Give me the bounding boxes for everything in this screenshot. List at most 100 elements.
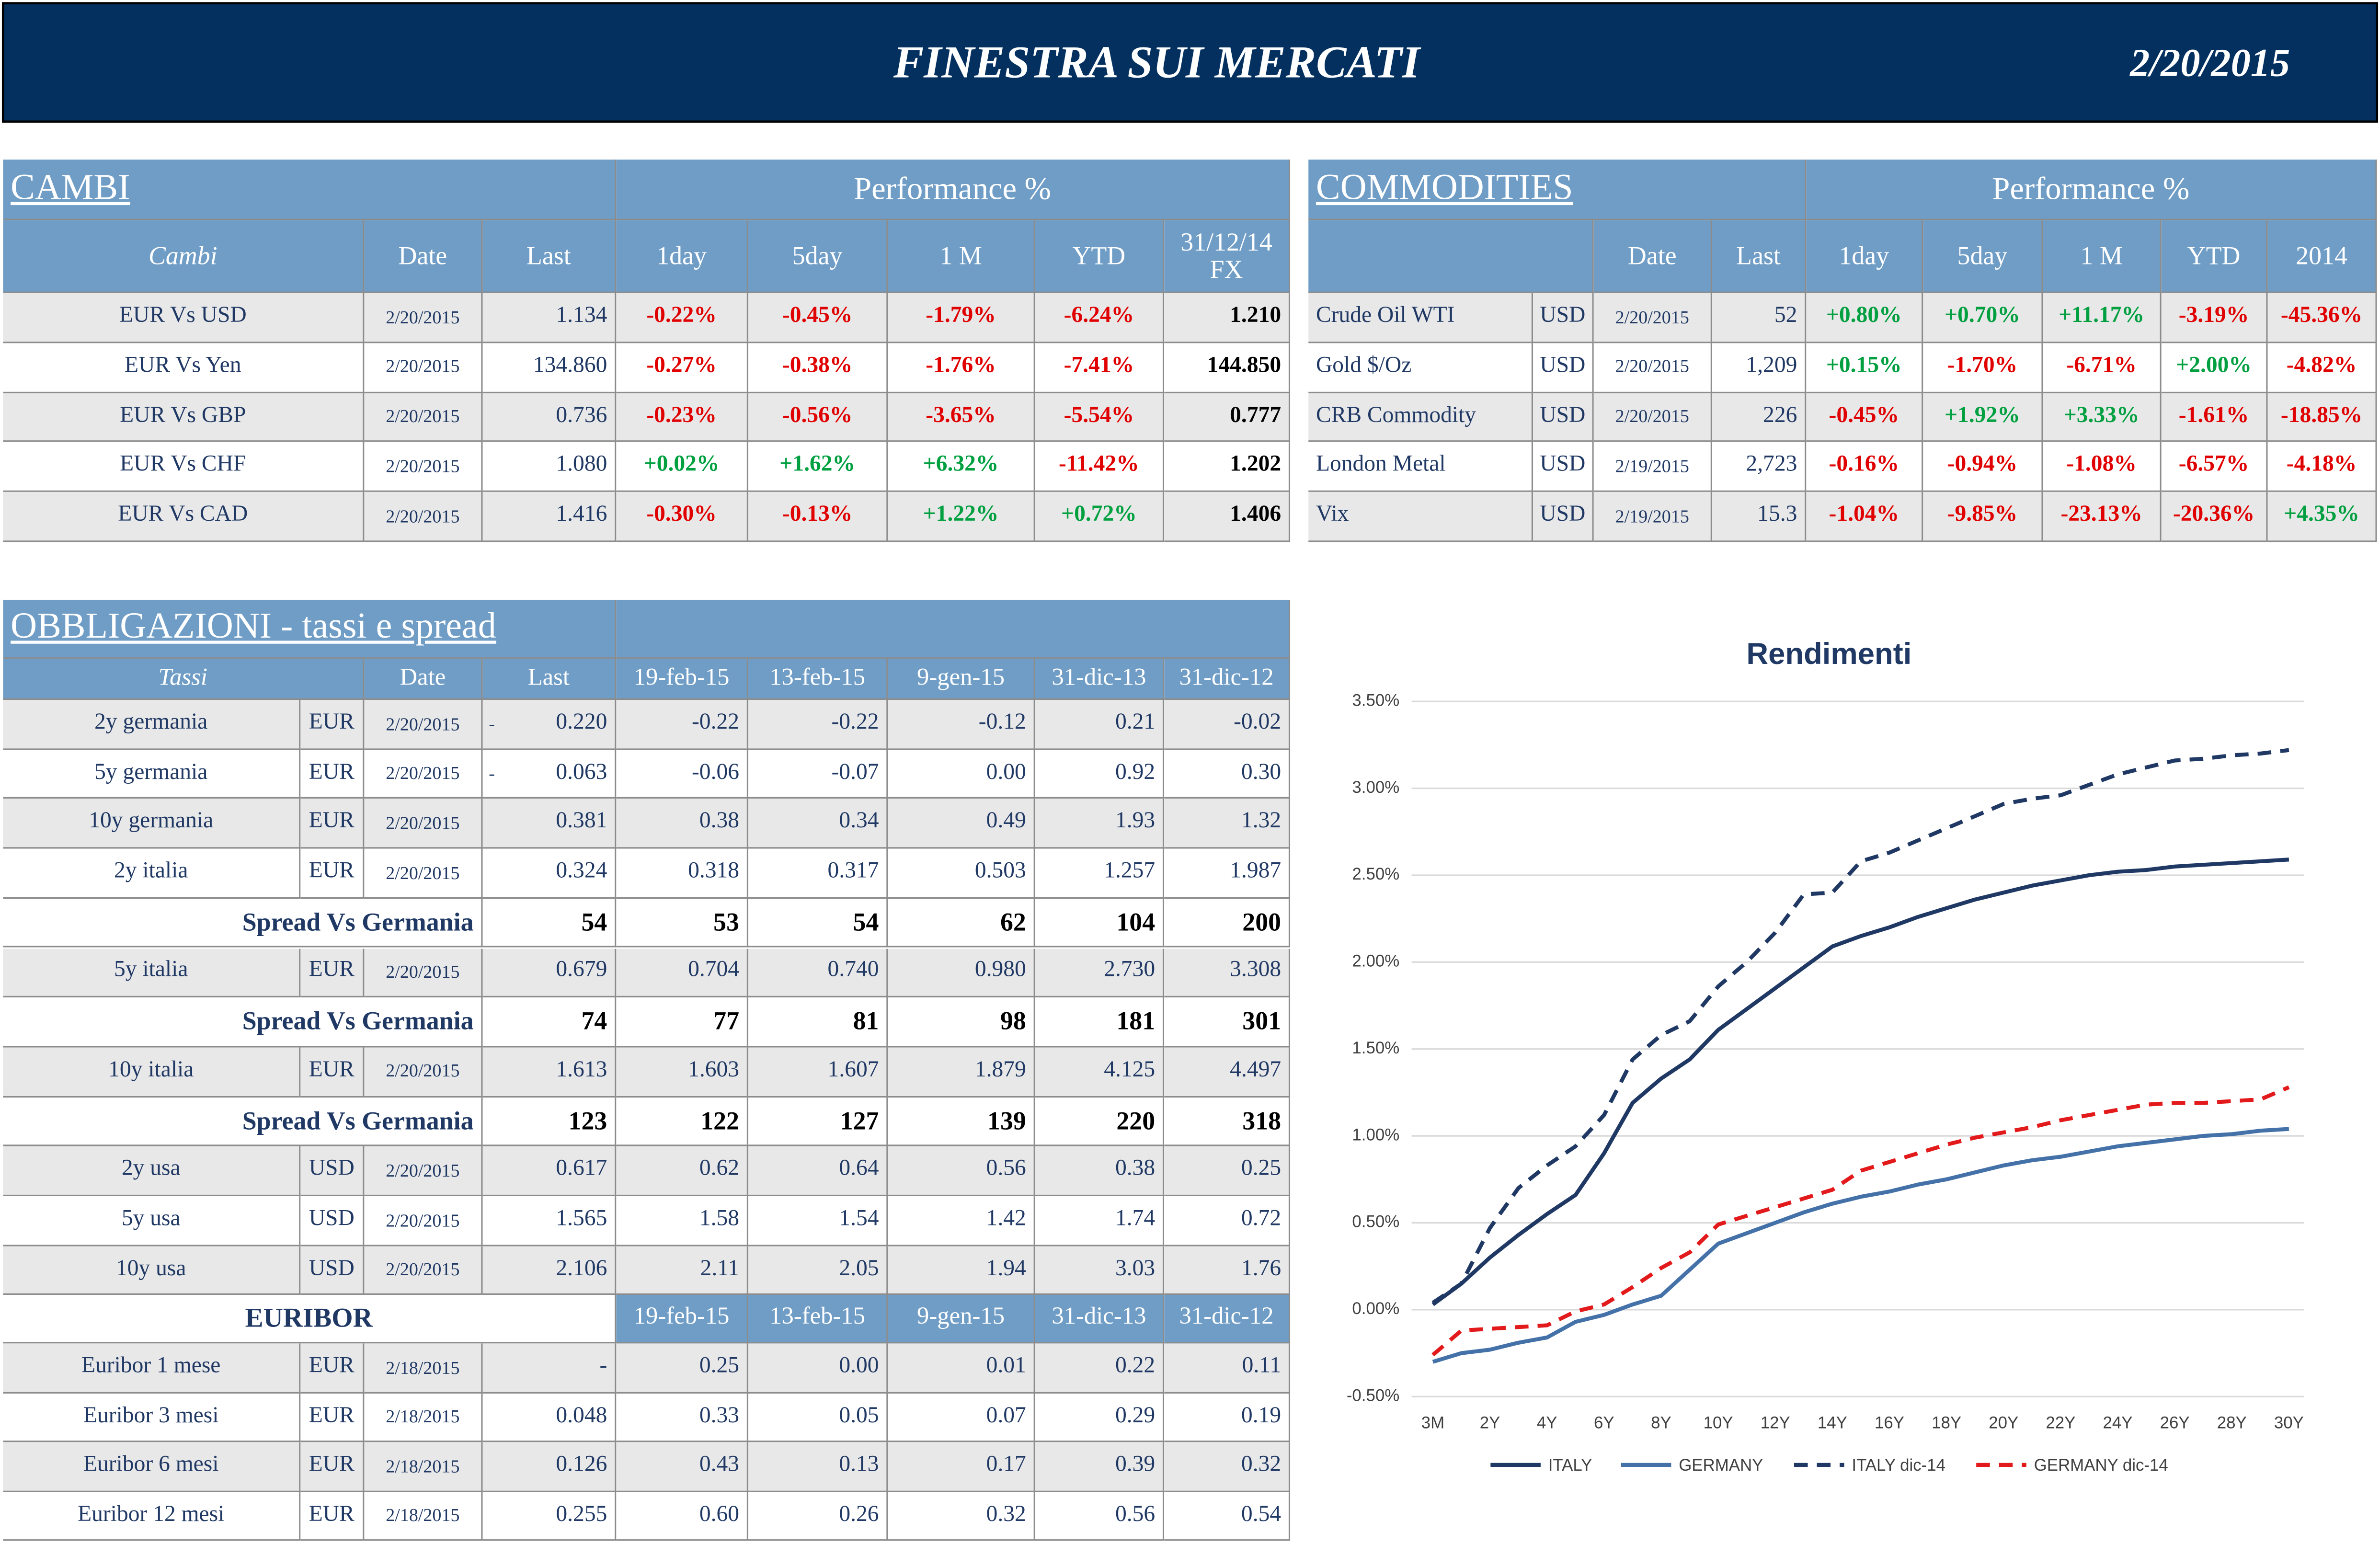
table-cell: 144.850: [1164, 343, 1291, 393]
bond-currency-cell: EUR: [300, 799, 365, 849]
table-cell: 1.210: [1164, 293, 1291, 343]
euribor-currency: EUR: [300, 1492, 365, 1542]
x-tick-label: 14Y: [1818, 1414, 1847, 1432]
spread-last-cell: 54: [482, 898, 617, 948]
bond-date: 2/20/2015: [364, 848, 483, 899]
euribor-value: 0.22: [1035, 1343, 1165, 1393]
bond-value: 104: [1035, 898, 1165, 948]
table-cell-cell: -0.22%: [616, 293, 749, 343]
table-cell-cell: EUR Vs GBP: [3, 392, 365, 443]
euribor-title: EURIBOR: [3, 1295, 617, 1344]
table-cell-cell: -23.13%: [2043, 492, 2162, 542]
table-cell: -18.85%: [2267, 392, 2377, 443]
euribor-value-cell: 0.29: [1035, 1393, 1165, 1442]
table-cell: -1.61%: [2161, 392, 2268, 443]
bond-value-cell: -0.12: [888, 700, 1035, 750]
bond-value-cell: 1.54: [748, 1196, 888, 1246]
table-cell-cell: -20.36%: [2161, 492, 2268, 542]
table-cell-cell: -11.42%: [1035, 442, 1165, 492]
table-cell: USD: [1533, 492, 1594, 542]
euribor-name-cell: Euribor 12 mesi: [3, 1492, 301, 1542]
bond-value: 0.00: [888, 749, 1035, 800]
bond-currency: USD: [300, 1246, 365, 1296]
series-line: [1431, 858, 2289, 1306]
bond-value: 181: [1035, 997, 1165, 1048]
column-header-cell: 9-gen-15: [888, 1295, 1035, 1344]
table-cell: -0.27%: [616, 343, 749, 393]
table-cell: 0.777: [1164, 392, 1291, 443]
table-cell: -4.82%: [2267, 343, 2377, 393]
bond-last: 0.324: [482, 848, 617, 899]
table-cell: 2/20/2015: [1593, 343, 1712, 393]
table-cell: 2/20/2015: [364, 392, 483, 443]
bond-value-cell: 0.980: [888, 948, 1035, 998]
euribor-last: 0.255: [482, 1492, 617, 1542]
table-cell-cell: -1.76%: [888, 343, 1035, 393]
table-cell-cell: +1.22%: [888, 492, 1035, 542]
bond-value: 127: [748, 1097, 888, 1147]
table-cell-cell: -6.24%: [1035, 293, 1165, 343]
bond-value: 1.42: [888, 1196, 1035, 1246]
bond-last-cell: 0.679: [482, 948, 617, 998]
bond-last: 0.220: [482, 700, 617, 750]
table-cell: -6.57%: [2161, 442, 2268, 492]
bond-name-cell: 5y germania: [3, 749, 301, 800]
table-cell: USD: [1533, 392, 1594, 443]
table-cell: 2/20/2015: [364, 492, 483, 542]
column-header: 13-feb-15: [748, 659, 888, 700]
euribor-value: 0.07: [888, 1393, 1035, 1442]
spread-last: 54: [482, 898, 617, 948]
bond-value-cell: 2.11: [616, 1246, 749, 1296]
bond-date: 2/20/2015: [364, 1146, 483, 1197]
table-cell: CRB Commodity: [1308, 392, 1533, 443]
table-cell-cell: +4.35%: [2267, 492, 2377, 542]
bond-value: 2.11: [616, 1246, 749, 1296]
bond-value-cell: 2.730: [1035, 948, 1165, 998]
table-cell-cell: 0.777: [1164, 392, 1291, 443]
bond-value: -0.22: [616, 700, 749, 750]
bond-value-cell: 301: [1164, 997, 1291, 1048]
bond-date: 2/20/2015: [364, 1246, 483, 1296]
table-cell-cell: 2/20/2015: [1593, 293, 1712, 343]
table-cell-cell: +0.02%: [616, 442, 749, 492]
table-cell-cell: -0.94%: [1923, 442, 2043, 492]
table-cell-cell: -0.27%: [616, 343, 749, 393]
table-cell: +0.02%: [616, 442, 749, 492]
table-cell-cell: EUR Vs CAD: [3, 492, 365, 542]
table-cell: -1.04%: [1806, 492, 1923, 542]
bond-value-cell: 220: [1035, 1097, 1165, 1147]
table-cell: -5.54%: [1035, 392, 1165, 443]
bond-value-cell: -0.07: [748, 749, 888, 800]
table-cell-cell: 0.736: [482, 392, 617, 443]
bond-name-cell: 2y italia: [3, 848, 301, 899]
table-cell-cell: -5.54%: [1035, 392, 1165, 443]
table-cell-cell: -1.79%: [888, 293, 1035, 343]
euribor-value: 0.17: [888, 1442, 1035, 1492]
bond-value: 220: [1035, 1097, 1165, 1147]
section-title-blank-cell: [616, 599, 1291, 659]
table-cell-cell: -1.08%: [2043, 442, 2162, 492]
x-tick-label: 10Y: [1704, 1414, 1733, 1432]
spread-label-cell: Spread Vs Germania: [3, 1097, 483, 1147]
table-cell: -0.45%: [1806, 392, 1923, 443]
euribor-value: 0.01: [888, 1343, 1035, 1393]
euribor-currency-cell: EUR: [300, 1393, 365, 1442]
y-tick-label: 0.00%: [1352, 1299, 1399, 1318]
euribor-value: 0.26: [748, 1492, 888, 1542]
table-cell-cell: 1.416: [482, 492, 617, 542]
column-header-cell: 1day: [616, 220, 749, 293]
bond-value: 0.21: [1035, 700, 1165, 750]
table-cell: 52: [1712, 293, 1807, 343]
column-header: 19-feb-15: [616, 659, 749, 700]
table-cell-cell: 134.860: [482, 343, 617, 393]
bond-value: 54: [748, 898, 888, 948]
spread-label: Spread Vs Germania: [3, 997, 483, 1048]
euribor-value-cell: 0.05: [748, 1393, 888, 1442]
table-cell: 134.860: [482, 343, 617, 393]
bond-last: 0.063: [482, 749, 617, 800]
bond-value-cell: 127: [748, 1097, 888, 1147]
bond-date-cell: 2/20/2015: [364, 700, 483, 750]
table-cell: +2.00%: [2161, 343, 2268, 393]
spread-last: 74: [482, 997, 617, 1048]
column-header: 9-gen-15: [888, 1295, 1035, 1344]
